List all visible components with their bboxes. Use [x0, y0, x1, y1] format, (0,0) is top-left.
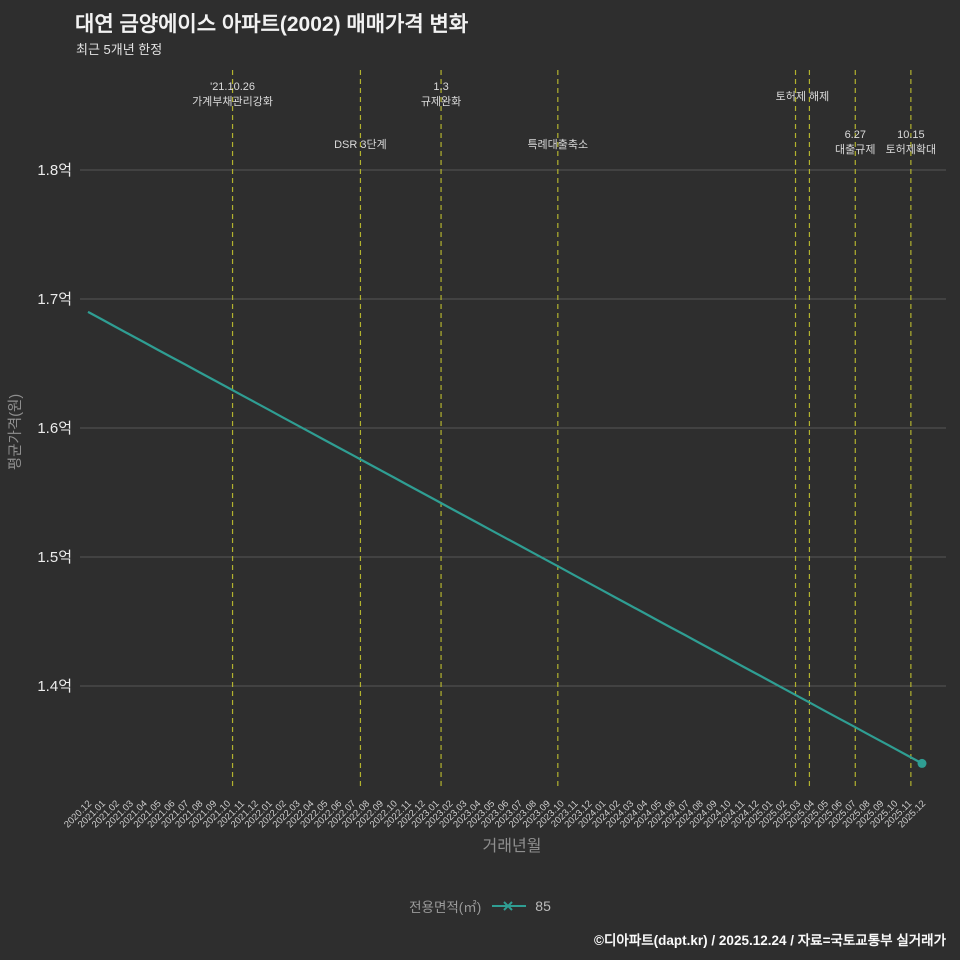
legend-item-85[interactable]: 85 — [491, 898, 551, 914]
page-title: 대연 금양에이스 아파트(2002) 매매가격 변화 — [75, 13, 469, 36]
y-axis-title: 평균가격(원) — [7, 394, 24, 470]
last-point-marker[interactable] — [917, 758, 927, 768]
event-label: 10.15 — [897, 129, 925, 141]
event-label: '21.10.26 — [210, 81, 255, 93]
legend-item-label: 85 — [535, 898, 551, 914]
page-subtitle: 최근 5개년 한정 — [76, 42, 163, 57]
event-label: 토허제 해제 — [776, 89, 830, 103]
event-label: 토허제확대 — [886, 143, 937, 156]
y-tick-label: 1.6억 — [37, 420, 72, 437]
legend-title: 전용면적(㎡) — [409, 900, 482, 915]
event-label: 특례대출축소 — [527, 138, 588, 151]
event-label: DSR 3단계 — [334, 138, 387, 151]
event-label: 6.27 — [845, 129, 866, 141]
y-tick-label: 1.7억 — [37, 291, 72, 308]
legend-line-marker-icon — [492, 901, 527, 911]
event-label: 1.3 — [433, 81, 448, 93]
price-line-series[interactable] — [87, 310, 923, 765]
y-tick-label: 1.8억 — [37, 162, 72, 179]
event-label: 대출규제 — [835, 143, 875, 156]
footer-credit: ©디아파트(dapt.kr) / 2025.12.24 / 자료=국토교통부 실… — [594, 933, 946, 948]
y-tick-label: 1.5억 — [37, 549, 72, 566]
event-label: 가계부채관리강화 — [192, 95, 273, 108]
legend: 전용면적(㎡) 85 — [0, 896, 960, 916]
event-label: 규제완화 — [421, 95, 461, 108]
y-tick-label: 1.4억 — [37, 678, 72, 695]
x-axis-title: 거래년월 — [483, 837, 542, 855]
